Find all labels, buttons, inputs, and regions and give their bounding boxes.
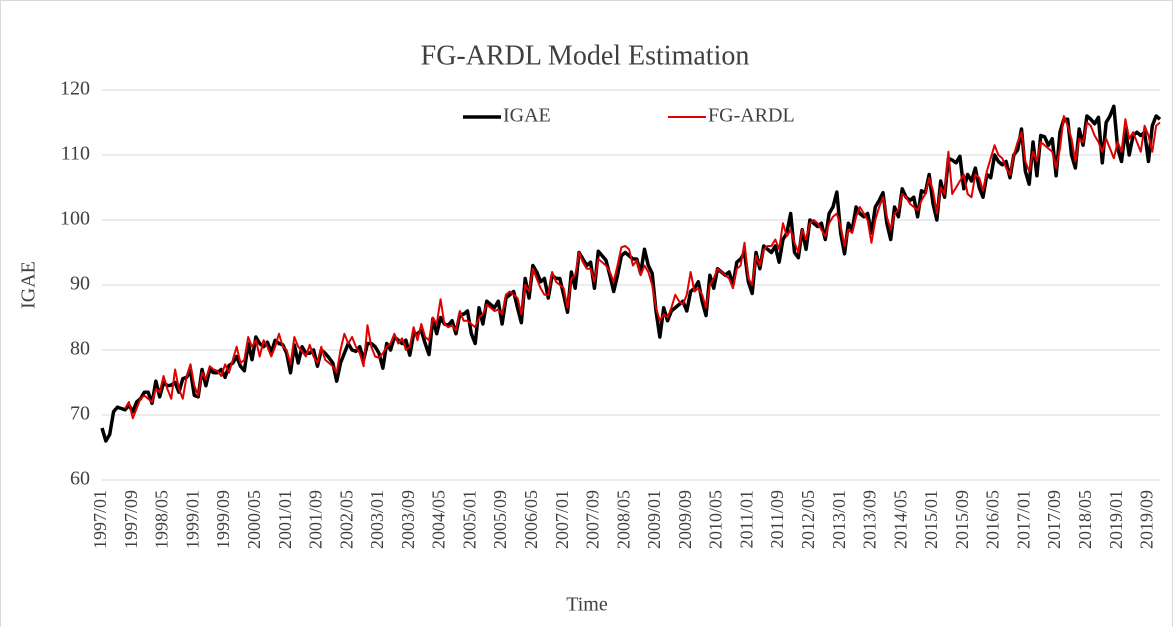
x-tick-label: 2016/05 (983, 490, 1003, 549)
x-tick-label: 2009/09 (675, 490, 695, 549)
x-tick-label: 2000/05 (244, 490, 264, 549)
x-tick-label: 2018/05 (1075, 490, 1095, 549)
chart-title: FG-ARDL Model Estimation (421, 40, 750, 71)
x-tick-label: 2003/09 (398, 490, 418, 549)
y-tick-label: 60 (70, 468, 90, 490)
y-tick-label: 120 (60, 78, 90, 100)
x-tick-label: 2014/05 (890, 490, 910, 549)
x-tick-label: 2019/01 (1106, 490, 1126, 549)
x-tick-label: 2011/01 (736, 490, 756, 548)
data-line (124, 115, 1161, 420)
x-tick-label: 1999/09 (213, 490, 233, 549)
x-tick-label: 2010/05 (706, 490, 726, 549)
legend-label: IGAE (503, 105, 551, 127)
x-axis-label: Time (566, 594, 608, 616)
x-tick-label: 1998/05 (152, 490, 172, 549)
x-tick-label: 2009/01 (644, 490, 664, 549)
x-tick-label: 2006/05 (521, 490, 541, 549)
x-tick-label: 2013/01 (829, 490, 849, 549)
x-tick-label: 2007/01 (552, 490, 572, 549)
x-tick-label: 2015/01 (921, 490, 941, 549)
x-tick-label: 2012/05 (798, 490, 818, 549)
x-tick-label: 1997/01 (90, 490, 110, 549)
y-tick-label: 110 (61, 143, 90, 165)
x-tick-label: 2017/09 (1044, 490, 1064, 549)
x-tick-label: 2011/09 (767, 490, 787, 548)
y-axis-label: IGAE (18, 261, 40, 309)
x-tick-label: 2002/05 (336, 490, 356, 549)
legend-label: FG-ARDL (708, 105, 795, 127)
x-tick-label: 2005/09 (490, 490, 510, 549)
y-tick-label: 100 (60, 208, 90, 230)
y-tick-label: 80 (70, 338, 90, 360)
x-tick-label: 2008/05 (613, 490, 633, 549)
x-tick-label: 2019/09 (1137, 490, 1157, 549)
x-tick-label: 2003/01 (367, 490, 387, 549)
x-tick-label: 2015/09 (952, 490, 972, 549)
x-tick-label: 2005/01 (459, 490, 479, 549)
x-tick-label: 1999/01 (182, 490, 202, 549)
x-tick-label: 1997/09 (121, 490, 141, 549)
x-tick-label: 2017/01 (1013, 490, 1033, 549)
x-tick-label: 2013/09 (860, 490, 880, 549)
y-tick-label: 90 (70, 273, 90, 295)
x-tick-label: 2001/01 (275, 490, 295, 549)
x-tick-label: 2001/09 (306, 490, 326, 549)
y-tick-label: 70 (70, 403, 90, 425)
x-tick-label: 2007/09 (583, 490, 603, 549)
x-tick-label: 2004/05 (429, 490, 449, 549)
